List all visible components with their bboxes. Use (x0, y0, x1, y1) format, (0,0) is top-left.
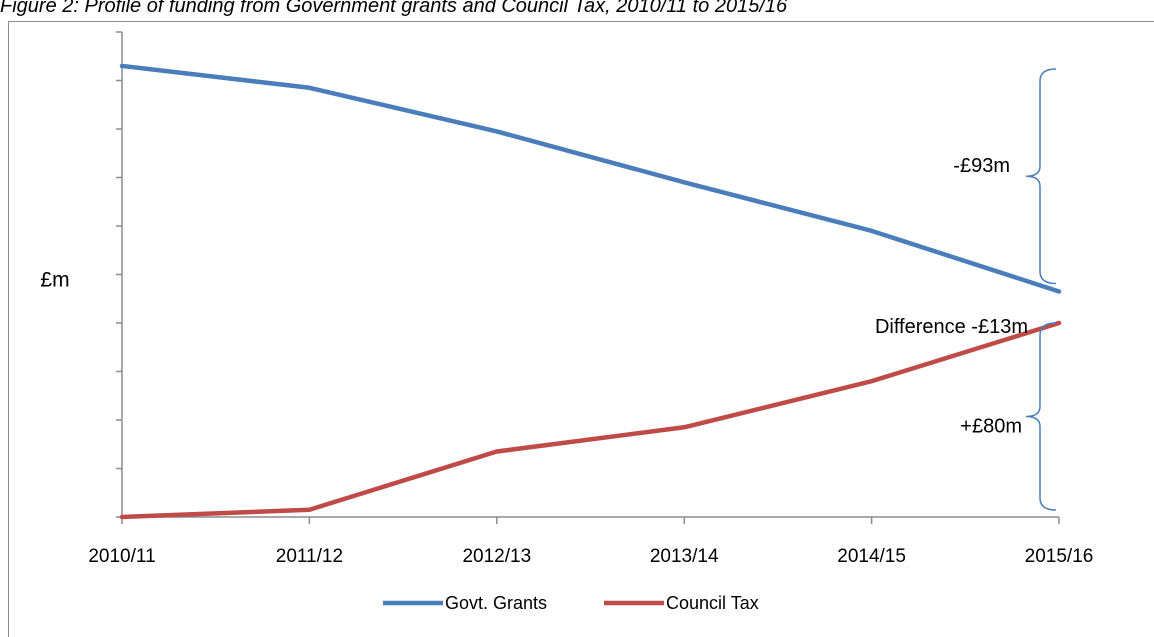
x-ticks (121, 517, 1060, 524)
y-ticks (116, 31, 122, 518)
y-axis-label: £m (40, 269, 69, 292)
x-tick-label: 2014/15 (837, 546, 906, 567)
series-line-govt-grants (119, 63, 1062, 294)
chart-title: Figure 2: Profile of funding from Govern… (0, 0, 788, 17)
axes (116, 31, 1060, 524)
x-tick-label: 2011/12 (276, 546, 343, 567)
legend-label: Govt. Grants (445, 593, 547, 613)
brace-tax (1025, 322, 1057, 511)
annotation-braces (1025, 68, 1057, 511)
chart-frame (8, 21, 1154, 637)
legend-label: Council Tax (666, 593, 759, 613)
legend: Govt. Grants Council Tax (383, 593, 759, 613)
series-line-council-tax (119, 320, 1062, 520)
annotation-grants-change: -£93m (953, 155, 1010, 177)
x-tick-label: 2010/11 (88, 546, 155, 567)
x-tick-label: 2012/13 (462, 546, 531, 567)
brace-grants (1025, 68, 1057, 285)
x-tick-label: 2013/14 (650, 546, 719, 567)
x-tick-labels: 2010/11 2011/12 2012/13 2013/14 2014/15 2015/… (88, 546, 1093, 567)
annotation-difference: Difference -£13m (875, 316, 1028, 338)
series-lines (119, 63, 1062, 520)
annotation-tax-change: +£80m (960, 416, 1022, 438)
x-tick-label: 2015/16 (1025, 546, 1094, 567)
